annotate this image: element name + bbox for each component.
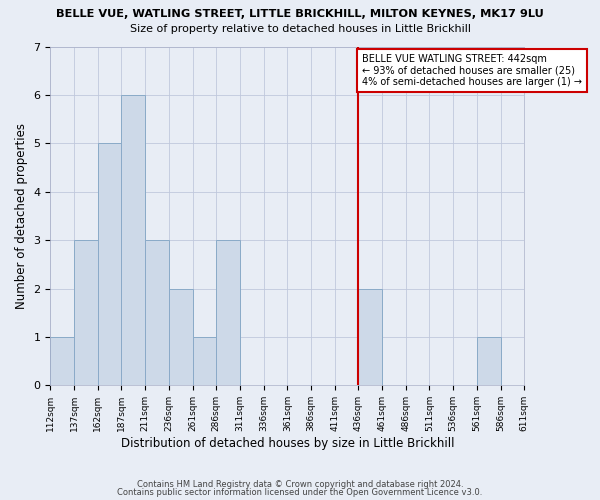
Text: Size of property relative to detached houses in Little Brickhill: Size of property relative to detached ho…: [130, 24, 470, 34]
Y-axis label: Number of detached properties: Number of detached properties: [15, 123, 28, 309]
Bar: [477, 337, 500, 386]
Bar: [50, 337, 74, 386]
Bar: [74, 240, 98, 386]
Text: BELLE VUE WATLING STREET: 442sqm
← 93% of detached houses are smaller (25)
4% of: BELLE VUE WATLING STREET: 442sqm ← 93% o…: [362, 54, 582, 87]
Bar: [358, 288, 382, 386]
X-axis label: Distribution of detached houses by size in Little Brickhill: Distribution of detached houses by size …: [121, 437, 454, 450]
Text: BELLE VUE, WATLING STREET, LITTLE BRICKHILL, MILTON KEYNES, MK17 9LU: BELLE VUE, WATLING STREET, LITTLE BRICKH…: [56, 9, 544, 19]
Text: Contains public sector information licensed under the Open Government Licence v3: Contains public sector information licen…: [118, 488, 482, 497]
Bar: [193, 337, 216, 386]
Text: Contains HM Land Registry data © Crown copyright and database right 2024.: Contains HM Land Registry data © Crown c…: [137, 480, 463, 489]
Bar: [121, 95, 145, 386]
Bar: [169, 288, 193, 386]
Bar: [216, 240, 240, 386]
Bar: [98, 144, 121, 386]
Bar: [145, 240, 169, 386]
